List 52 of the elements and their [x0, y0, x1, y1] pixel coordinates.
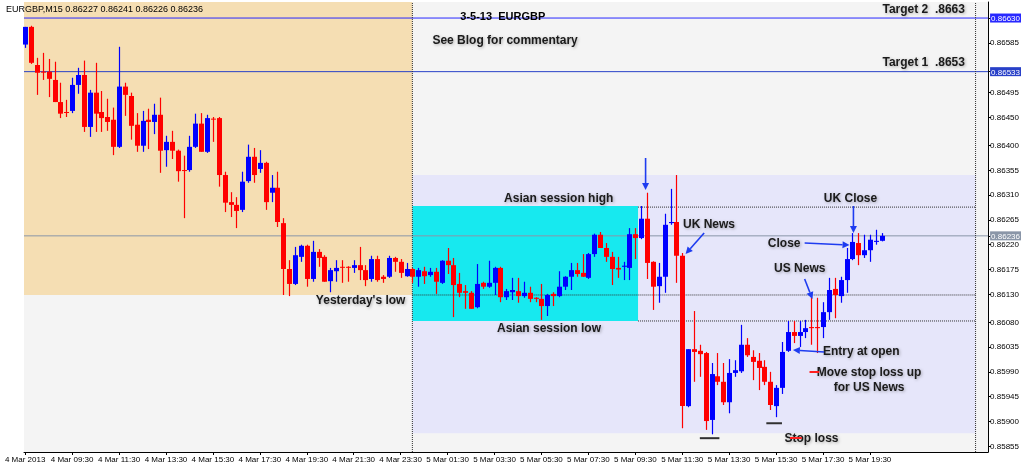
y-tick-label: 0.85900: [990, 417, 1020, 427]
x-tick-label: 4 Mar 2013: [4, 454, 46, 464]
y-tick-label: 0.86175: [990, 265, 1020, 275]
y-tick-label: 0.86450: [990, 113, 1020, 123]
x-tick-label: 4 Mar 09:30: [50, 454, 94, 464]
x-tick-label: 5 Mar 19:30: [848, 454, 892, 464]
annotation: Asian session low: [496, 321, 602, 335]
annotation: Target 1 .8653: [882, 55, 966, 69]
annotation: Target 2 .8663: [882, 2, 966, 16]
annotation: Yesterday's low: [315, 293, 407, 307]
y-tick-label: 0.86585: [990, 38, 1020, 48]
x-tick-label: 5 Mar 09:30: [613, 454, 658, 464]
annotation: US News: [774, 261, 826, 275]
y-tick-label: 0.86080: [990, 317, 1020, 327]
x-tick-label: 4 Mar 15:30: [191, 454, 235, 464]
y-tick-label: 0.86220: [990, 240, 1020, 250]
x-tick-label: 5 Mar 13:30: [707, 454, 752, 464]
annotation: See Blog for commentary: [432, 33, 579, 47]
y-tick-label: 0.86355: [990, 165, 1020, 175]
x-tick-label: 5 Mar 03:30: [473, 454, 517, 464]
y-tick-label: 0.85945: [990, 392, 1020, 402]
x-tick-label: 4 Mar 11:30: [97, 454, 141, 464]
y-tick-label: 0.86533: [991, 67, 1021, 77]
annotation: Entry at open: [822, 344, 900, 358]
y-tick-label: 0.86310: [990, 190, 1020, 200]
text: 3-5-13 EURGBP: [460, 9, 546, 22]
x-tick-label: 5 Mar 17:30: [801, 454, 845, 464]
x-tick-label: 4 Mar 23:30: [379, 454, 423, 464]
y-tick-label: 0.86630: [991, 14, 1021, 24]
x-tick-label: 4 Mar 19:30: [285, 454, 329, 464]
y-tick-label: 0.85990: [990, 367, 1020, 377]
y-tick-label: 0.86400: [990, 140, 1020, 150]
annotation: Asian session high: [504, 191, 614, 205]
annotation: Close: [767, 236, 801, 250]
x-tick-label: 5 Mar 15:30: [754, 454, 798, 464]
y-tick-label: 0.85855: [990, 441, 1020, 451]
x-tick-label: 5 Mar 01:30: [426, 454, 470, 464]
x-tick-label: 5 Mar 11:30: [661, 454, 704, 464]
x-tick-label: 4 Mar 21:30: [332, 454, 376, 464]
x-tick-label: 4 Mar 13:30: [144, 454, 188, 464]
annotation: Move stop loss up for US News: [816, 364, 922, 394]
y-tick-label: 0.86130: [990, 289, 1020, 299]
annotation: EURGBP,M15 0.86227 0.86241 0.86226 0.86236: [6, 4, 203, 14]
annotation: UK Close: [823, 191, 878, 205]
y-tick-label: 0.86035: [990, 342, 1020, 352]
x-tick-label: 5 Mar 05:30: [520, 454, 564, 464]
x-tick-label: 5 Mar 07:30: [567, 454, 611, 464]
y-tick-label: 0.86265: [990, 215, 1020, 225]
y-tick-label: 0.86236: [991, 231, 1021, 241]
annotation: UK News: [683, 217, 736, 231]
x-tick-label: 4 Mar 17:30: [238, 454, 282, 464]
y-tick-label: 0.86495: [990, 88, 1020, 98]
